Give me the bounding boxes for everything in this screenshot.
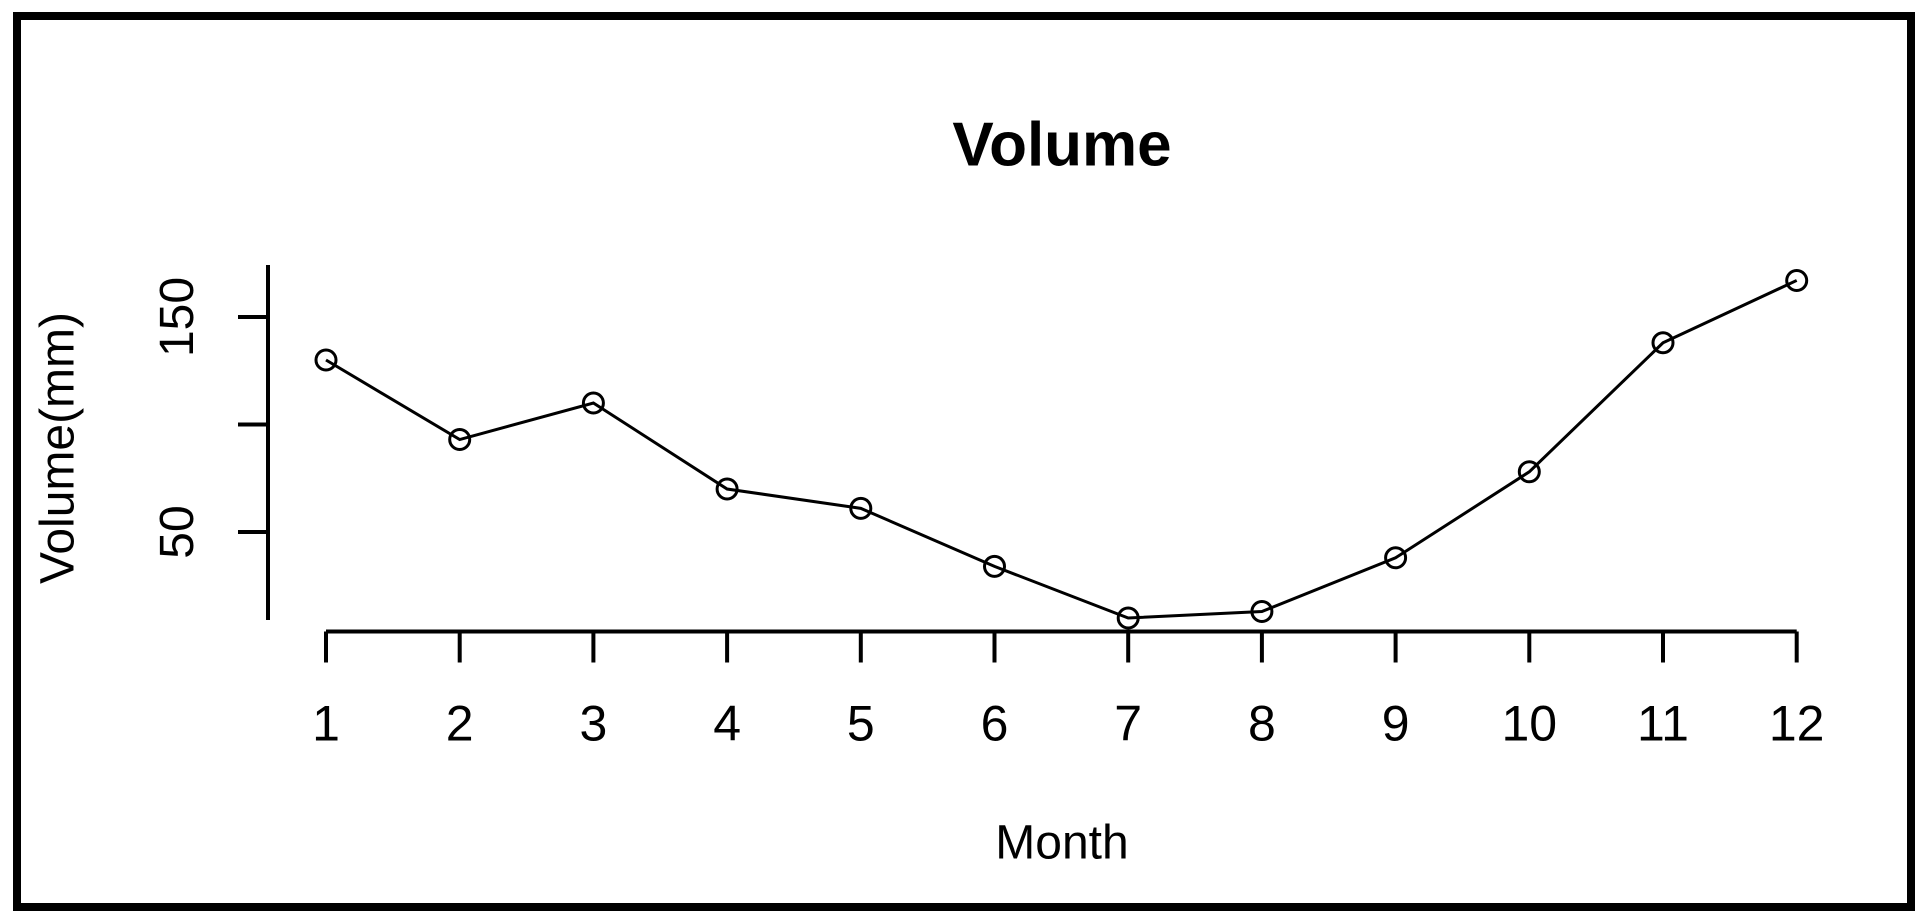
data-point: [1384, 546, 1408, 570]
data-point: [314, 348, 338, 372]
y-tick-label: 150: [151, 277, 204, 357]
x-tick-label: 6: [981, 696, 1009, 752]
x-tick-label: 11: [1637, 696, 1689, 752]
data-point: [1250, 600, 1274, 624]
data-point: [1517, 460, 1541, 484]
x-tick-label: 3: [579, 696, 607, 752]
x-axis-label: Month: [995, 816, 1129, 870]
x-tick-label: 10: [1501, 696, 1557, 752]
x-tick-label: 4: [713, 696, 741, 752]
x-tick-label: 8: [1248, 696, 1276, 752]
x-tick-label: 7: [1114, 696, 1142, 752]
data-point: [1651, 331, 1675, 355]
data-point: [1785, 268, 1809, 292]
data-point: [448, 428, 472, 452]
x-tick-label: 12: [1769, 696, 1825, 752]
series-line: [325, 279, 1798, 620]
data-point: [849, 496, 873, 520]
y-tick-label: 50: [151, 505, 204, 558]
data-point: [1116, 606, 1140, 630]
x-tick-label: 9: [1382, 696, 1410, 752]
data-point: [581, 391, 605, 415]
x-tick-label: 5: [847, 696, 875, 752]
x-tick-label: 2: [446, 696, 474, 752]
outer-border: [13, 12, 1915, 911]
x-tick-label: 1: [312, 696, 340, 752]
data-point: [715, 477, 739, 501]
data-point: [983, 554, 1006, 578]
chart-title: Volume: [952, 110, 1172, 180]
